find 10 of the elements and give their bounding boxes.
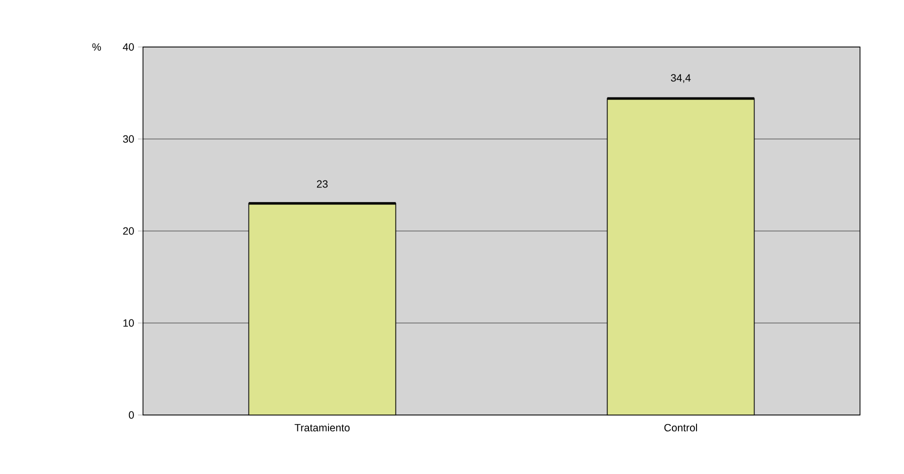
x-tick-label: Control [664, 424, 697, 432]
y-tick-label: 40 [122, 43, 134, 51]
data-label: 23 [316, 180, 328, 188]
data-label: 34,4 [670, 74, 691, 83]
x-tick-label: Tratamiento [294, 424, 350, 432]
y-tick-label: 0 [128, 411, 134, 419]
y-axis-title: % [92, 43, 101, 51]
y-tick-label: 20 [123, 227, 134, 235]
y-tick-label: 10 [123, 319, 134, 327]
y-tick-label: 30 [123, 135, 134, 143]
